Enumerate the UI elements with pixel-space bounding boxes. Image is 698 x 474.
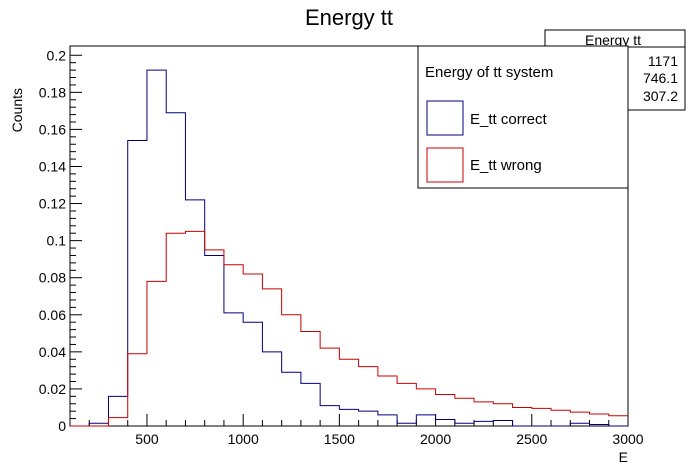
- y-tick-label: 0.16: [39, 121, 66, 137]
- y-tick-label: 0.18: [39, 84, 66, 100]
- x-tick-label: 1500: [324, 431, 355, 447]
- series-line-correct: [70, 69, 628, 427]
- x-axis: 500 1000 1500 2000 2500 3000: [69, 414, 644, 447]
- legend-title: Energy of tt system: [425, 64, 553, 81]
- y-tick-label: 0.2: [47, 47, 67, 63]
- legend-swatch-wrong: [426, 147, 464, 183]
- chart-title: Energy tt: [305, 5, 393, 30]
- y-tick-label: 0.02: [39, 381, 66, 397]
- legend-label-correct: E_tt correct: [470, 111, 548, 128]
- series-line-wrong: [70, 230, 628, 427]
- stats-entries-value: 1171: [648, 53, 678, 69]
- y-tick-label: 0.14: [39, 158, 66, 174]
- x-tick-label: 2000: [420, 431, 451, 447]
- y-tick-label: 0.1: [47, 233, 67, 249]
- histogram-series: [70, 69, 628, 427]
- x-axis-label: E: [619, 449, 628, 465]
- x-tick-label: 1000: [228, 431, 259, 447]
- stats-mean-value: 746.1: [643, 70, 678, 86]
- y-tick-label: 0.06: [39, 307, 66, 323]
- stats-box-title: Energy tt: [585, 32, 641, 48]
- y-axis-label: Counts: [9, 88, 25, 132]
- x-tick-label: 3000: [612, 431, 643, 447]
- legend-label-wrong: E_tt wrong: [470, 157, 542, 174]
- y-tick-label: 0.08: [39, 270, 66, 286]
- y-tick-label: 0.04: [39, 344, 66, 360]
- legend-frame: [417, 45, 629, 189]
- legend: Energy of tt system E_tt correct E_tt wr…: [417, 45, 629, 189]
- plot-frame: [69, 45, 629, 427]
- y-tick-label: 0.12: [39, 196, 66, 212]
- x-tick-label: 2500: [516, 431, 547, 447]
- y-tick-label: 0: [58, 418, 66, 434]
- x-tick-label: 500: [135, 431, 159, 447]
- y-axis: 0 0.02 0.04 0.06 0.08 0.1 0.12 0.14 0.16 0.18 0.2: [39, 47, 82, 434]
- legend-swatch-correct: [426, 100, 464, 136]
- stats-rms-value: 307.2: [643, 88, 678, 104]
